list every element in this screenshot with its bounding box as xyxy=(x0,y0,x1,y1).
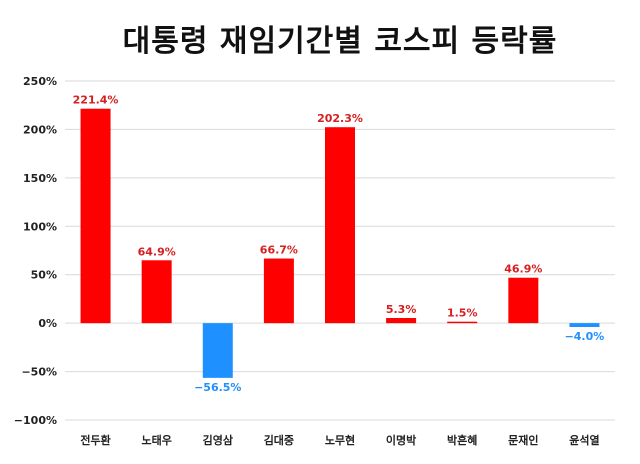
y-tick-label: −100% xyxy=(14,414,57,427)
y-tick-label: 50% xyxy=(31,269,57,282)
data-label: 46.9% xyxy=(504,263,542,276)
y-tick-label: 150% xyxy=(23,172,57,185)
data-label: 1.5% xyxy=(447,307,478,320)
x-category-label: 윤석열 xyxy=(569,433,599,447)
bar xyxy=(263,258,294,324)
bar xyxy=(80,108,111,324)
data-label: 221.4% xyxy=(73,94,119,107)
bar xyxy=(386,318,417,324)
y-tick-label: 200% xyxy=(23,123,57,136)
x-category-label: 김대중 xyxy=(264,433,294,447)
data-label: −4.0% xyxy=(565,330,605,343)
bar xyxy=(202,323,233,378)
bar xyxy=(141,260,172,324)
x-category-label: 박흔혜 xyxy=(447,433,477,447)
y-tick-label: −50% xyxy=(21,366,57,379)
x-category-label: 김영삼 xyxy=(203,433,233,447)
data-label: 202.3% xyxy=(317,112,363,125)
bar xyxy=(569,323,600,328)
x-category-label: 전두환 xyxy=(80,433,110,447)
data-label: 5.3% xyxy=(386,303,417,316)
data-label: 66.7% xyxy=(260,244,298,257)
y-tick-label: 250% xyxy=(23,75,57,88)
bar xyxy=(447,321,478,324)
y-tick-label: 100% xyxy=(23,220,57,233)
bar xyxy=(325,127,355,324)
bar xyxy=(508,277,539,324)
y-tick-label: 0% xyxy=(38,317,57,330)
x-category-label: 이명박 xyxy=(386,433,416,447)
x-category-label: 노태우 xyxy=(141,433,171,447)
x-category-label: 노무현 xyxy=(325,433,355,447)
data-label: 64.9% xyxy=(138,245,176,258)
x-category-label: 문재인 xyxy=(508,433,538,447)
chart-title: 대통령 재임기간별 코스피 등락률 xyxy=(122,24,558,59)
data-label: −56.5% xyxy=(194,381,241,394)
